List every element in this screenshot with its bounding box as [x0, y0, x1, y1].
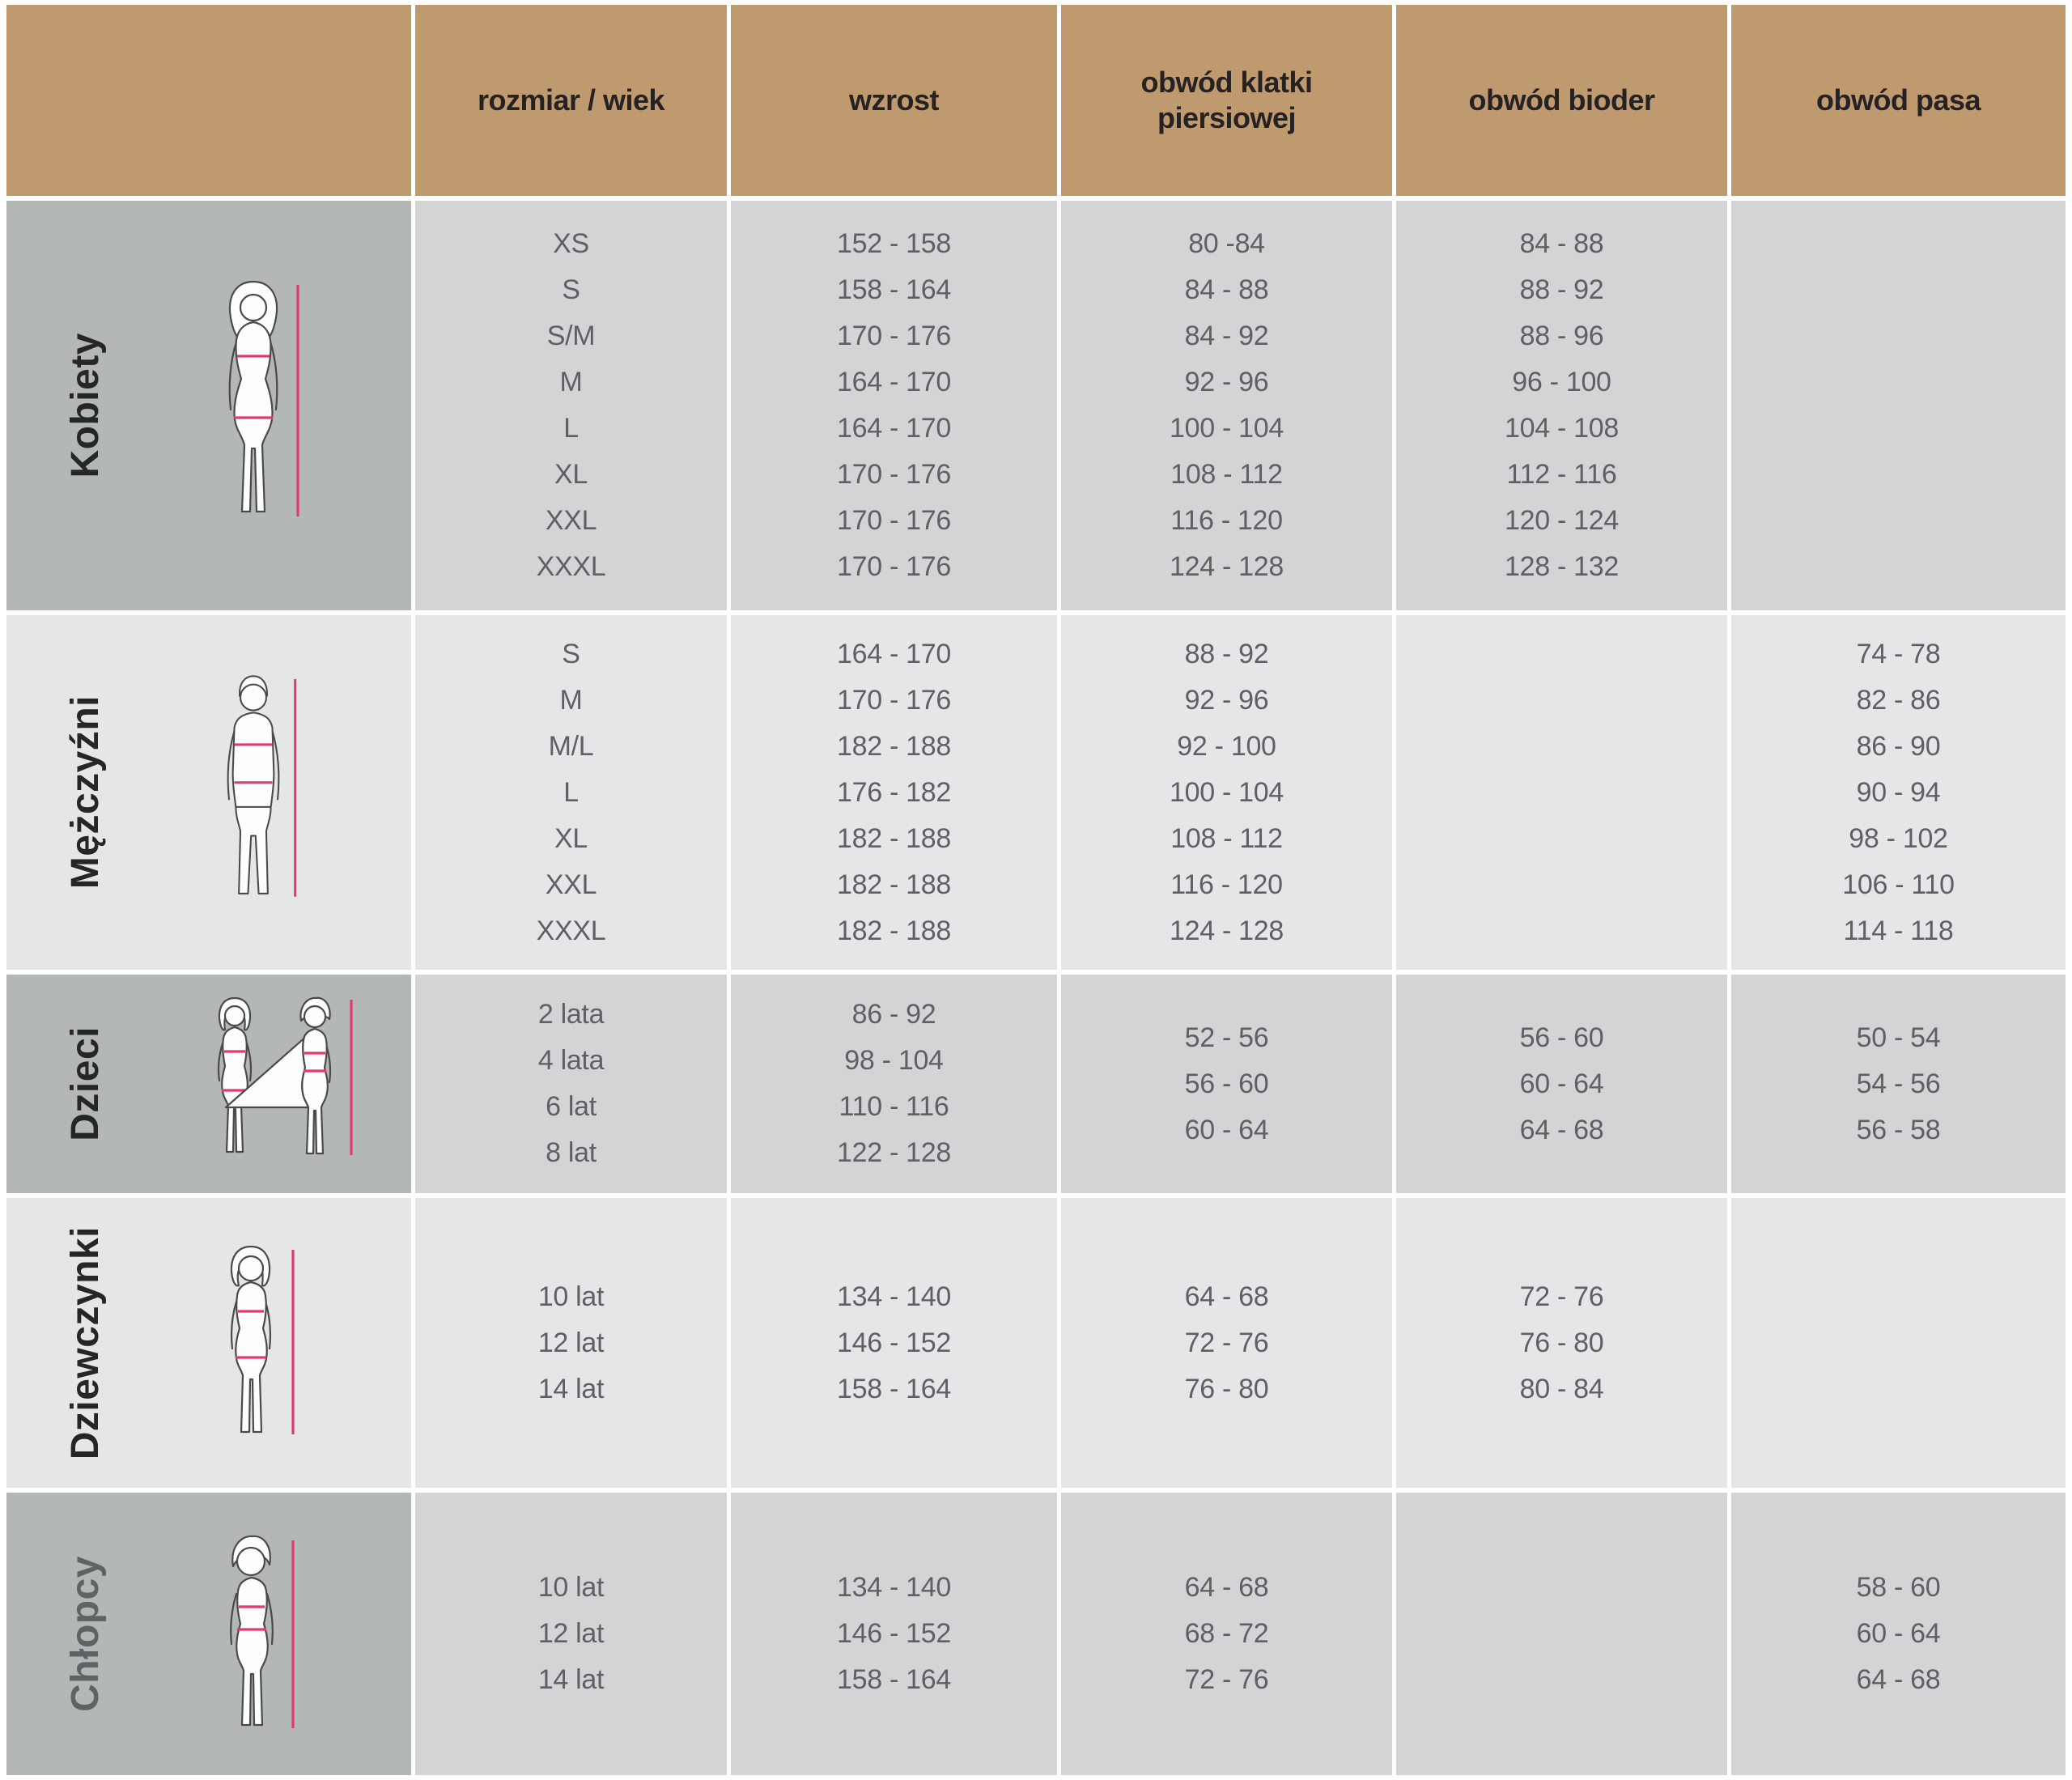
chlopcy-size-cell: 10 lat 12 lat 14 lat — [415, 1493, 727, 1775]
man-figure-icon — [227, 675, 297, 897]
header-cell-waist: obwód pasa — [1731, 5, 2066, 196]
dzieci-size-cell: 2 lata 4 lata 6 lat 8 lat — [415, 975, 727, 1193]
chlopcy-hips-cell — [1396, 1493, 1727, 1775]
dzieci-hips-cell: 56 - 60 60 - 64 64 - 68 — [1396, 975, 1727, 1193]
chlopcy-waist-cell: 58 - 60 60 - 64 64 - 68 — [1731, 1493, 2066, 1775]
dziewczynki-height-cell: 134 - 140 146 - 152 158 - 164 — [731, 1198, 1057, 1488]
dzieci-waist-cell: 50 - 54 54 - 56 56 - 58 — [1731, 975, 2066, 1193]
dzieci-chest-cell: 52 - 56 56 - 60 60 - 64 — [1061, 975, 1392, 1193]
dziewczynki-chest-cell: 64 - 68 72 - 76 76 - 80 — [1061, 1198, 1392, 1488]
section-mezczyzni-label-cell: Mężczyźni — [6, 615, 411, 970]
woman-figure-icon — [228, 280, 299, 516]
header-cell-height: wzrost — [731, 5, 1057, 196]
section-chlopcy-label: Chłopcy — [64, 1556, 107, 1712]
section-kobiety-label: Kobiety — [64, 333, 107, 478]
section-dzieci-label-cell: Dzieci — [6, 975, 411, 1193]
kobiety-hips-cell: 84 - 88 88 - 92 88 - 96 96 - 100 104 - 1… — [1396, 201, 1727, 610]
girl-figure-icon — [230, 1245, 295, 1434]
mezczyzni-height-cell: 164 - 170 170 - 176 182 - 188 176 - 182 … — [731, 615, 1057, 970]
header-cell-blank — [6, 5, 411, 196]
section-dziewczynki-label: Dziewczynki — [64, 1226, 107, 1460]
kobiety-height-cell: 152 - 158 158 - 164 170 - 176 164 - 170 … — [731, 201, 1057, 610]
mezczyzni-size-cell: S M M/L L XL XXL XXXL — [415, 615, 727, 970]
section-dziewczynki-label-cell: Dziewczynki — [6, 1198, 411, 1488]
kobiety-chest-cell: 80 -84 84 - 88 84 - 92 92 - 96 100 - 104… — [1061, 201, 1392, 610]
mezczyzni-chest-cell: 88 - 92 92 - 96 92 - 100 100 - 104 108 -… — [1061, 615, 1392, 970]
boy-back-figure-icon — [230, 1535, 295, 1728]
header-label: obwód bioder — [1468, 83, 1655, 117]
kobiety-waist-cell — [1731, 201, 2066, 610]
section-dzieci-label: Dzieci — [64, 1026, 107, 1141]
mezczyzni-waist-cell: 74 - 78 82 - 86 86 - 90 90 - 94 98 - 102… — [1731, 615, 2066, 970]
chlopcy-chest-cell: 64 - 68 68 - 72 72 - 76 — [1061, 1493, 1392, 1775]
dziewczynki-waist-cell — [1731, 1198, 2066, 1488]
mezczyzni-hips-cell — [1396, 615, 1727, 970]
dziewczynki-size-cell: 10 lat 12 lat 14 lat — [415, 1198, 727, 1488]
chlopcy-height-cell: 134 - 140 146 - 152 158 - 164 — [731, 1493, 1057, 1775]
header-label: rozmiar / wiek — [477, 83, 665, 117]
section-chlopcy-label-cell: Chłopcy — [6, 1493, 411, 1775]
dzieci-height-cell: 86 - 92 98 - 104 110 - 116 122 - 128 — [731, 975, 1057, 1193]
header-cell-size-age: rozmiar / wiek — [415, 5, 727, 196]
size-chart-table: rozmiar / wiek wzrost obwód klatki piers… — [6, 5, 2066, 1775]
section-mezczyzni-label: Mężczyźni — [64, 695, 107, 890]
header-label: obwód pasa — [1815, 83, 1981, 117]
header-cell-hips: obwód bioder — [1396, 5, 1727, 196]
kobiety-size-cell: XS S S/M M L XL XXL XXXL — [415, 201, 727, 610]
dziewczynki-hips-cell: 72 - 76 76 - 80 80 - 84 — [1396, 1198, 1727, 1488]
section-kobiety-label-cell: Kobiety — [6, 201, 411, 610]
header-cell-chest: obwód klatki piersiowej — [1061, 5, 1392, 196]
header-label: wzrost — [848, 83, 940, 117]
two-children-figure-icon — [217, 996, 353, 1155]
header-label: obwód klatki piersiowej — [1140, 66, 1313, 134]
